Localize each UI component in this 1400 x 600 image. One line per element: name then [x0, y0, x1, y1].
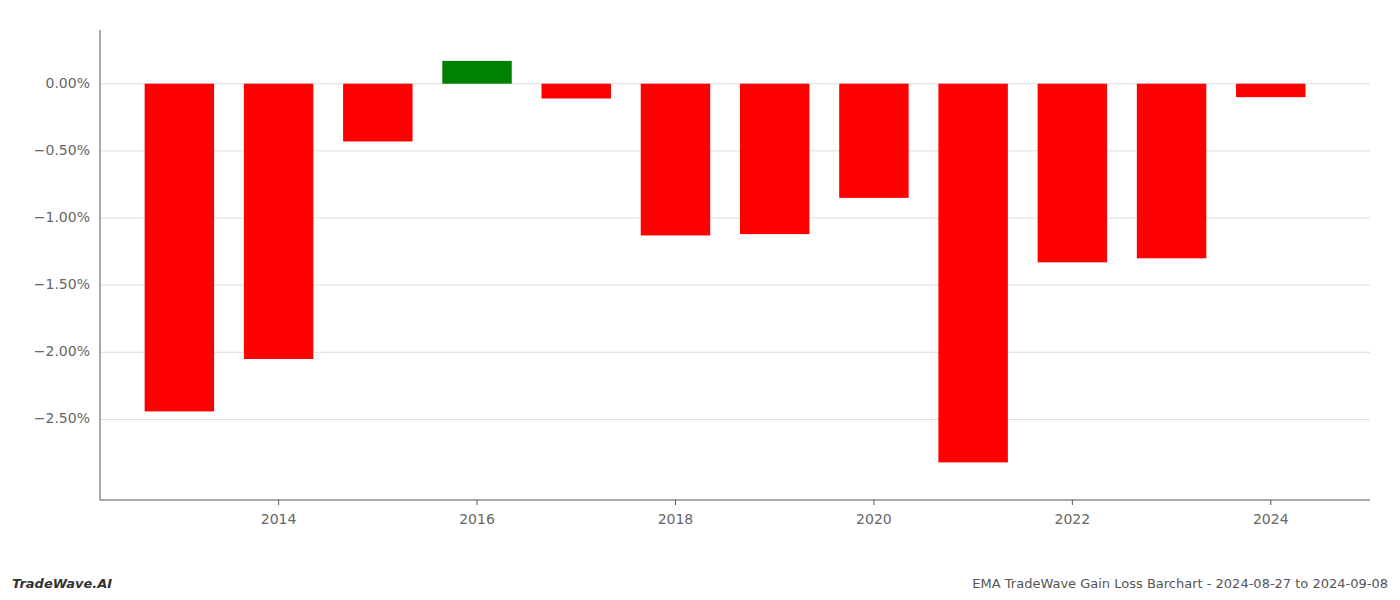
x-tick-label: 2014: [261, 511, 297, 527]
y-axis-line: [100, 30, 101, 500]
x-tick: [675, 500, 676, 505]
grid: [100, 84, 1370, 420]
footer-left: TradeWave.AI: [12, 576, 112, 591]
x-tick: [278, 500, 279, 505]
y-tick-label: 0.00%: [46, 75, 90, 91]
x-tick-label: 2020: [856, 511, 892, 527]
bar: [542, 84, 611, 99]
bar: [740, 84, 809, 234]
bar: [839, 84, 908, 198]
bar: [1137, 84, 1206, 259]
bar: [1038, 84, 1107, 263]
y-tick-label: −2.00%: [34, 343, 90, 359]
bar: [343, 84, 412, 142]
bar: [442, 61, 511, 84]
y-tick-label: −2.50%: [34, 410, 90, 426]
bars: [145, 61, 1306, 463]
x-tick-label: 2018: [658, 511, 694, 527]
grid-line: [100, 419, 1370, 420]
bar: [1236, 84, 1305, 97]
y-tick-label: −0.50%: [34, 142, 90, 158]
x-tick: [1072, 500, 1073, 505]
chart: 0.00% −0.50% −1.00% −1.50% −2.00% −2.50% 2014 2…: [0, 0, 1400, 600]
x-tick-label: 2022: [1055, 511, 1091, 527]
x-tick-label: 2016: [459, 511, 495, 527]
footer-right: EMA TradeWave Gain Loss Barchart - 2024-…: [972, 576, 1388, 591]
x-tick: [477, 500, 478, 505]
bar: [145, 84, 214, 412]
bar: [244, 84, 313, 359]
y-tick-label: −1.00%: [34, 209, 90, 225]
bar: [938, 84, 1007, 463]
x-tick-label: 2024: [1253, 511, 1289, 527]
x-tick: [1270, 500, 1271, 505]
x-tick: [873, 500, 874, 505]
y-tick-label: −1.50%: [34, 276, 90, 292]
bar: [641, 84, 710, 236]
x-axis-line: [100, 500, 1370, 501]
